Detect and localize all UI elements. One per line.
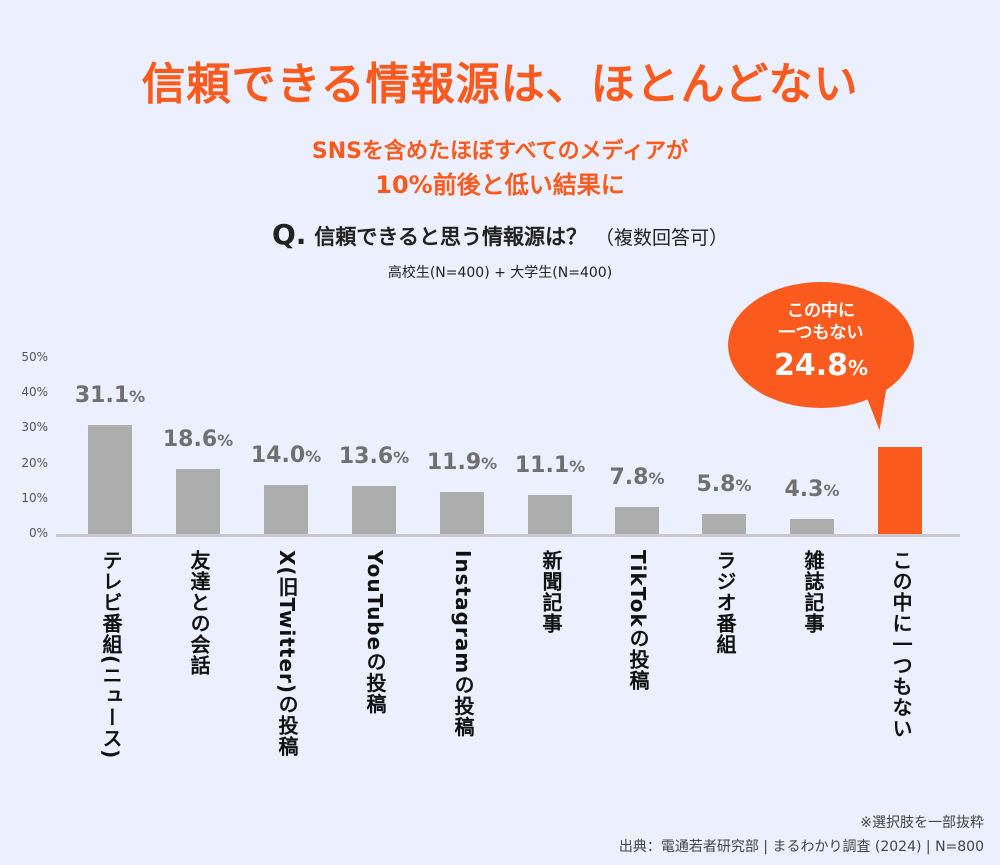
callout-bubble: この中に 一つもない 24.8% [728, 282, 914, 408]
value-unit: % [648, 468, 665, 488]
callout-unit: % [847, 356, 869, 380]
y-tick-label: 40% [21, 385, 48, 400]
category-label: TikTokの投稿 [626, 550, 650, 691]
value-number: 4.3 [784, 476, 824, 502]
value-number: 5.8 [696, 471, 736, 497]
bar-5 [440, 492, 484, 534]
category-label: テレビ番組(ニュース) [99, 550, 123, 760]
page-title: 信頼できる情報源は、ほとんどない [141, 59, 859, 110]
category-label: この中に一つもない [889, 550, 913, 739]
bar-value-label: 11.1% [500, 453, 600, 478]
value-number: 11.1 [514, 452, 570, 478]
question-note: （複数回答可） [595, 227, 729, 249]
bar-9 [790, 518, 834, 534]
bar-value-label: 18.6% [148, 427, 248, 452]
source: 出典：電通若者研究部 | まるわかり調査 (2024) | N=800 [618, 839, 984, 855]
subtitle-line2: 10%前後と低い結果に [375, 171, 625, 199]
value-unit: % [823, 480, 840, 500]
question-mark: Q. [271, 218, 307, 251]
question: Q. 信頼できると思う情報源は？ （複数回答可） [0, 218, 1000, 251]
value-number: 31.1 [74, 382, 130, 408]
bar-3 [264, 484, 308, 534]
category-label: X(旧Twitter)の投稿 [275, 550, 299, 758]
value-unit: % [393, 448, 410, 468]
value-unit: % [129, 386, 146, 406]
value-unit: % [217, 430, 234, 450]
bar-value-label: 14.0% [236, 443, 336, 468]
callout-text1: この中に [787, 301, 855, 321]
subtitle-line1: SNSを含めたほぼすべてのメディアが [311, 139, 689, 164]
bar-4 [352, 486, 396, 534]
y-tick-label: 0% [28, 526, 48, 540]
bar-7 [615, 506, 659, 534]
y-tick-label: 20% [21, 455, 48, 470]
bar-value-label: 5.8% [674, 472, 774, 497]
y-tick-label: 10% [21, 490, 48, 505]
value-number: 14.0 [250, 442, 306, 468]
value-number: 11.9 [426, 450, 482, 476]
value-unit: % [735, 475, 752, 495]
bar-1 [88, 424, 132, 534]
callout-value: 24.8 [773, 348, 848, 383]
value-number: 18.6 [162, 426, 218, 452]
bar-value-label: 4.3% [762, 477, 862, 502]
callout-tail [864, 388, 894, 432]
category-label: ラジオ番組 [713, 550, 737, 655]
footnote: ※選択肢を一部抜粋 [860, 815, 984, 831]
category-label: Instagramの投稿 [451, 550, 475, 738]
bar-8 [702, 513, 746, 534]
x-axis-line [56, 534, 960, 537]
bar-value-label: 31.1% [60, 383, 160, 408]
category-label: 新聞記事 [539, 550, 563, 634]
category-label: 友達との会話 [187, 550, 211, 676]
y-tick-label: 30% [21, 420, 48, 435]
category-label: YouTubeの投稿 [363, 550, 387, 715]
bar-10 [878, 446, 922, 534]
value-unit: % [569, 456, 586, 476]
sample-size: 高校生(N=400) + 大学生(N=400) [387, 265, 613, 281]
bar-value-label: 13.6% [324, 444, 424, 469]
y-tick-label: 50% [21, 350, 48, 364]
bar-value-label: 11.9% [412, 450, 512, 475]
value-number: 13.6 [338, 444, 394, 470]
value-unit: % [481, 454, 498, 474]
category-label: 雑誌記事 [801, 550, 825, 634]
bar-value-label: 7.8% [587, 465, 687, 490]
callout-text2: 一つもない [778, 323, 864, 343]
value-unit: % [305, 446, 322, 466]
value-number: 7.8 [609, 464, 649, 490]
question-text: 信頼できると思う情報源は？ [314, 225, 588, 249]
bar-2 [176, 468, 220, 534]
bar-6 [528, 494, 572, 534]
